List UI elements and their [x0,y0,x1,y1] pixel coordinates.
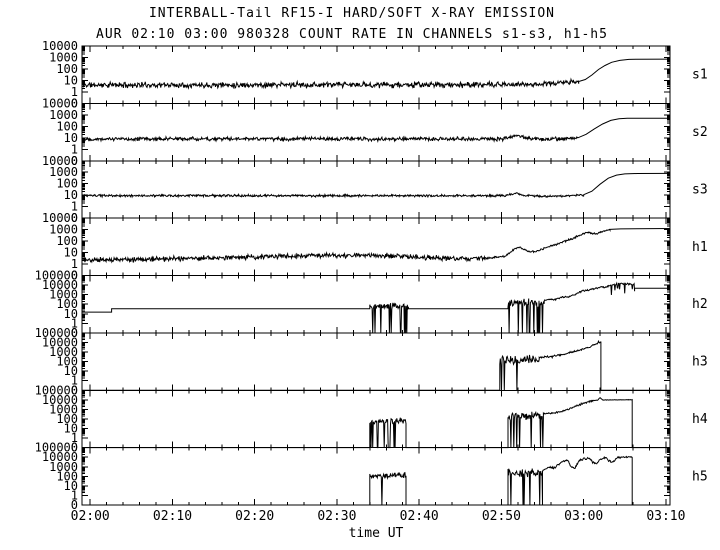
y-tick-label: 0 [71,383,78,397]
y-tick-label: 100000 [35,269,78,283]
x-tick-label: 03:00 [564,509,603,524]
channel-label-s1: s1 [692,68,708,83]
x-tick-label: 02:10 [153,509,192,524]
y-tick-label: 100 [56,412,78,426]
x-tick-label: 02:50 [482,509,521,524]
y-tick-label: 10000 [42,154,78,168]
y-tick-label: 100000 [35,326,78,340]
y-tick-label: 10 [64,479,78,493]
y-tick-label: 10 [64,246,78,260]
y-tick-label: 1000 [49,108,78,122]
y-tick-label: 10 [64,188,78,202]
y-tick-label: 0 [71,326,78,340]
trace-h1 [81,228,671,264]
y-tick-label: 0 [71,441,78,455]
y-tick-label: 10 [64,422,78,436]
channel-label-h3: h3 [692,355,708,370]
panels-group: 1000010001001010s11000010001001010s21000… [35,39,708,524]
y-tick-label: 0 [71,269,78,283]
y-tick-label: 10000 [42,96,78,110]
y-tick-label: 10000 [42,393,78,407]
y-tick-label: 100 [56,234,78,248]
y-tick-label: 1000 [49,345,78,359]
chart-subtitle: AUR 02:10 03:00 980328 COUNT RATE IN CHA… [96,27,608,42]
trace-h2 [82,281,670,334]
y-tick-label: 10 [64,307,78,321]
y-tick-label: 10 [64,364,78,378]
y-tick-label: 0 [71,498,78,512]
y-tick-label: 1 [71,374,78,388]
y-tick-label: 1000 [49,460,78,474]
y-tick-label: 1 [71,142,78,156]
y-tick-label: 10 [64,73,78,87]
trace-s3 [81,172,671,199]
y-tick-label: 0 [71,96,78,110]
y-tick-label: 100 [56,469,78,483]
y-tick-label: 10 [64,131,78,145]
x-axis-label: time UT [349,526,404,541]
y-tick-label: 100 [56,62,78,76]
y-tick-label: 0 [71,154,78,168]
y-tick-label: 1000 [49,223,78,237]
y-tick-label: 10000 [42,211,78,225]
channel-label-s3: s3 [692,182,708,197]
y-tick-label: 100000 [35,441,78,455]
x-tick-label: 03:10 [646,509,685,524]
y-tick-label: 10000 [42,335,78,349]
y-tick-label: 100 [56,177,78,191]
channel-label-h4: h4 [692,412,708,427]
y-tick-label: 100 [56,355,78,369]
y-tick-label: 1 [71,257,78,271]
channel-label-s2: s2 [692,125,708,140]
y-tick-label: 10000 [42,278,78,292]
trace-h4 [82,397,670,449]
channel-label-h5: h5 [692,469,708,484]
y-tick-label: 100000 [35,383,78,397]
y-tick-label: 1000 [49,288,78,302]
trace-h5 [82,455,670,506]
y-tick-label: 1 [71,488,78,502]
y-tick-label: 1000 [49,402,78,416]
y-tick-label: 100 [56,119,78,133]
y-tick-label: 1000 [49,51,78,65]
y-tick-label: 1 [71,200,78,214]
x-tick-label: 02:40 [400,509,439,524]
y-tick-label: 100 [56,297,78,311]
y-tick-label: 1 [71,316,78,330]
trace-s1 [81,58,671,90]
y-tick-label: 10000 [42,39,78,53]
x-tick-label: 02:20 [235,509,274,524]
y-tick-label: 1 [71,85,78,99]
trace-s2 [81,117,671,143]
x-tick-label: 02:00 [71,509,110,524]
y-tick-label: 0 [71,211,78,225]
chart-title: INTERBALL-Tail RF15-I HARD/SOFT X-RAY EM… [149,6,555,21]
trace-h3 [82,339,670,391]
y-tick-label: 1 [71,431,78,445]
channel-label-h1: h1 [692,240,708,255]
y-tick-label: 1000 [49,165,78,179]
channel-label-h2: h2 [692,297,708,312]
x-tick-label: 02:30 [317,509,356,524]
y-tick-label: 10000 [42,450,78,464]
